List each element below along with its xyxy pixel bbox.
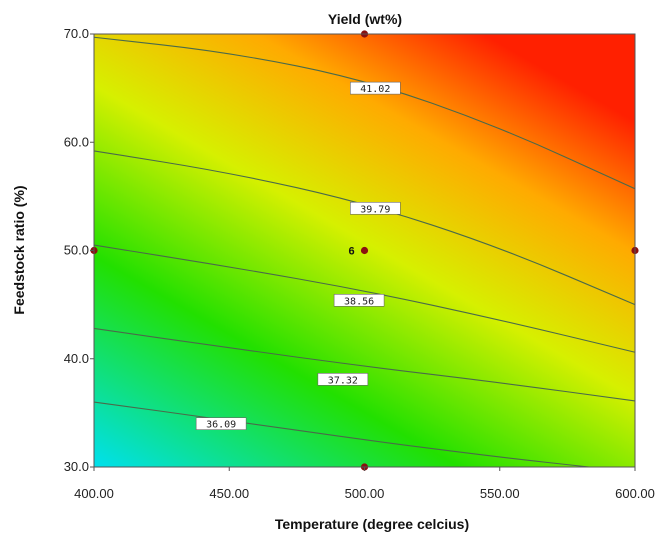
contour-label-1: 37.32 [328, 375, 358, 386]
contour-label-box-3 [350, 201, 401, 215]
contour-label-2: 38.56 [344, 296, 374, 307]
y-tick-label-4: 70.0 [64, 26, 89, 41]
x-tick-label-0: 400.00 [74, 486, 114, 501]
contour-label-box-1 [317, 373, 369, 386]
contour-label-3: 39.79 [360, 204, 390, 215]
y-axis-ticks: 30.0 40.0 50.0 60.0 70.0 [64, 26, 94, 474]
x-tick-label-1: 450.00 [209, 486, 249, 501]
contour-label-box-4 [350, 81, 401, 95]
contour-line-1 [93, 327, 636, 402]
contour-line-4 [93, 36, 636, 190]
x-tick-label-3: 550.00 [480, 486, 520, 501]
x-axis-ticks: 400.00 450.00 500.00 550.00 600.00 [74, 467, 655, 501]
contour-label-0: 36.09 [206, 420, 236, 431]
y-tick-label-2: 50.0 [64, 243, 89, 258]
x-tick-label-2: 500.00 [345, 486, 385, 501]
contour-label-box-2 [333, 293, 385, 307]
x-tick-label-4: 600.00 [615, 486, 655, 501]
contour-label-box-0 [195, 417, 247, 431]
contour-line-3 [93, 150, 636, 306]
x-axis-title: Temperature (degree celcius) [275, 516, 469, 532]
design-point-2 [360, 246, 369, 255]
contour-line-2 [93, 244, 636, 353]
y-tick-label-0: 30.0 [64, 459, 89, 474]
chart-title: Yield (wt%) [328, 11, 402, 27]
y-axis-title: Feedstock ratio (%) [11, 185, 27, 314]
y-tick-label-1: 40.0 [64, 351, 89, 366]
y-tick-label-3: 60.0 [64, 134, 89, 149]
contour-label-4: 41.02 [360, 84, 390, 95]
design-point-label-2: 6 [349, 246, 355, 258]
contour-labels: 36.09 37.32 38.56 39.79 41.02 [195, 81, 401, 431]
contour-lines [93, 36, 636, 468]
contour-line-0 [93, 401, 590, 468]
